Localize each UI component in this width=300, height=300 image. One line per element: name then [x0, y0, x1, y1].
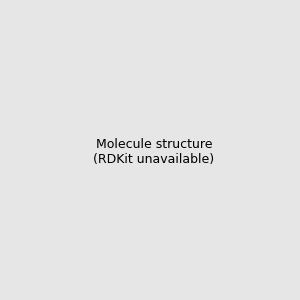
Text: Molecule structure
(RDKit unavailable): Molecule structure (RDKit unavailable): [93, 137, 214, 166]
